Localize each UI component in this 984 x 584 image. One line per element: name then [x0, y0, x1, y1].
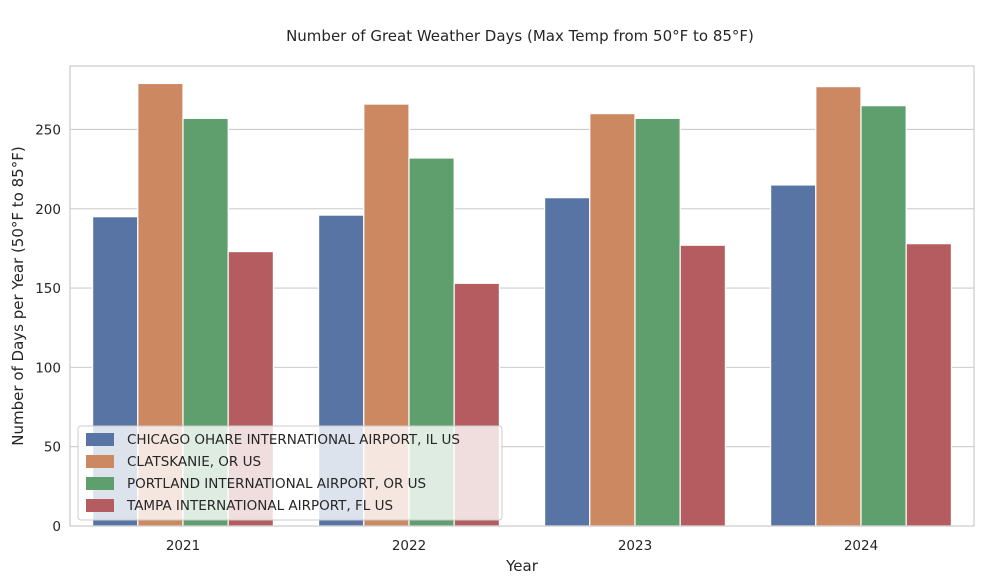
x-tick-label: 2023: [618, 538, 652, 554]
legend-label: CHICAGO OHARE INTERNATIONAL AIRPORT, IL …: [127, 432, 460, 448]
y-axis-label: Number of Days per Year (50°F to 85°F): [9, 146, 27, 445]
y-tick-label: 200: [35, 202, 61, 218]
bar-2023-series-2: [589, 112, 636, 527]
y-tick-label: 50: [44, 440, 61, 456]
y-tick-label: 100: [35, 360, 61, 376]
plot-frame: [69, 65, 975, 527]
legend-box: [77, 425, 503, 521]
chart-title: Number of Great Weather Days (Max Temp f…: [286, 27, 754, 45]
legend-label: CLATSKANIE, OR US: [127, 454, 261, 470]
bar-2024-series-3: [860, 105, 907, 527]
y-tick-label: 0: [52, 519, 61, 535]
bar-2023-series-3: [634, 117, 681, 527]
legend-swatch: [86, 477, 114, 490]
bar-2024-series-2: [815, 86, 862, 527]
legend-items: CHICAGO OHARE INTERNATIONAL AIRPORT, IL …: [86, 432, 460, 514]
legend-swatch: [86, 499, 114, 512]
legend-swatch: [86, 455, 114, 468]
legend-swatch: [86, 433, 114, 446]
x-tick-label: 2022: [392, 538, 426, 554]
bar-2024-series-4: [905, 243, 953, 527]
x-tick-label: 2021: [166, 538, 200, 554]
legend-label: PORTLAND INTERNATIONAL AIRPORT, OR US: [127, 476, 426, 492]
legend-label: TAMPA INTERNATIONAL AIRPORT, FL US: [126, 498, 393, 514]
legend: CHICAGO OHARE INTERNATIONAL AIRPORT, IL …: [77, 425, 503, 521]
bar-2023-series-4: [679, 244, 727, 527]
y-tick-label: 250: [35, 122, 61, 138]
y-tick-label: 150: [35, 281, 61, 297]
y-axis-ticks: 0 50 100 150 200 250: [35, 122, 61, 535]
x-axis-ticks: 2021 2022 2023 2024: [166, 538, 878, 554]
bar-2024-series-1: [769, 184, 817, 527]
x-tick-label: 2024: [844, 538, 878, 554]
x-axis-label: Year: [505, 557, 539, 575]
bar-2023-series-1: [543, 197, 591, 527]
